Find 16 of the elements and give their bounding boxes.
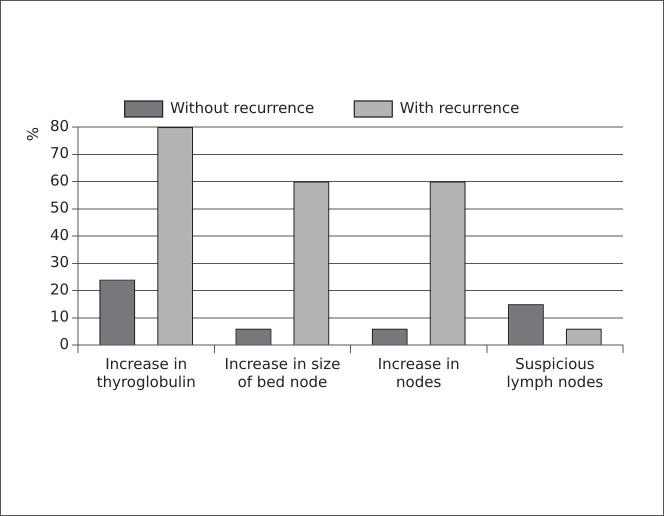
y-tick-label: 50: [50, 198, 70, 217]
x-tick-label: Suspicious lymph nodes: [506, 354, 604, 391]
legend-label: Without recurrence: [170, 98, 314, 117]
y-tick-label: 80: [50, 116, 70, 135]
y-tick-label: 10: [50, 308, 70, 326]
y-tick-label: 70: [50, 144, 70, 162]
y-tick-label: 30: [50, 253, 70, 272]
y-tick-label: 60: [50, 171, 70, 190]
y-tick-label: 20: [50, 280, 70, 298]
y-tick-label: 0: [60, 334, 70, 353]
y-axis-title: %: [24, 127, 42, 142]
x-tick-label: Increase in thyroglobulin: [96, 354, 196, 391]
x-tick-label: Increase in size of bed node: [224, 354, 340, 391]
x-tick-label: Increase in nodes: [378, 354, 460, 391]
legend-label: With recurrence: [400, 98, 520, 117]
y-tick-label: 40: [50, 226, 70, 244]
